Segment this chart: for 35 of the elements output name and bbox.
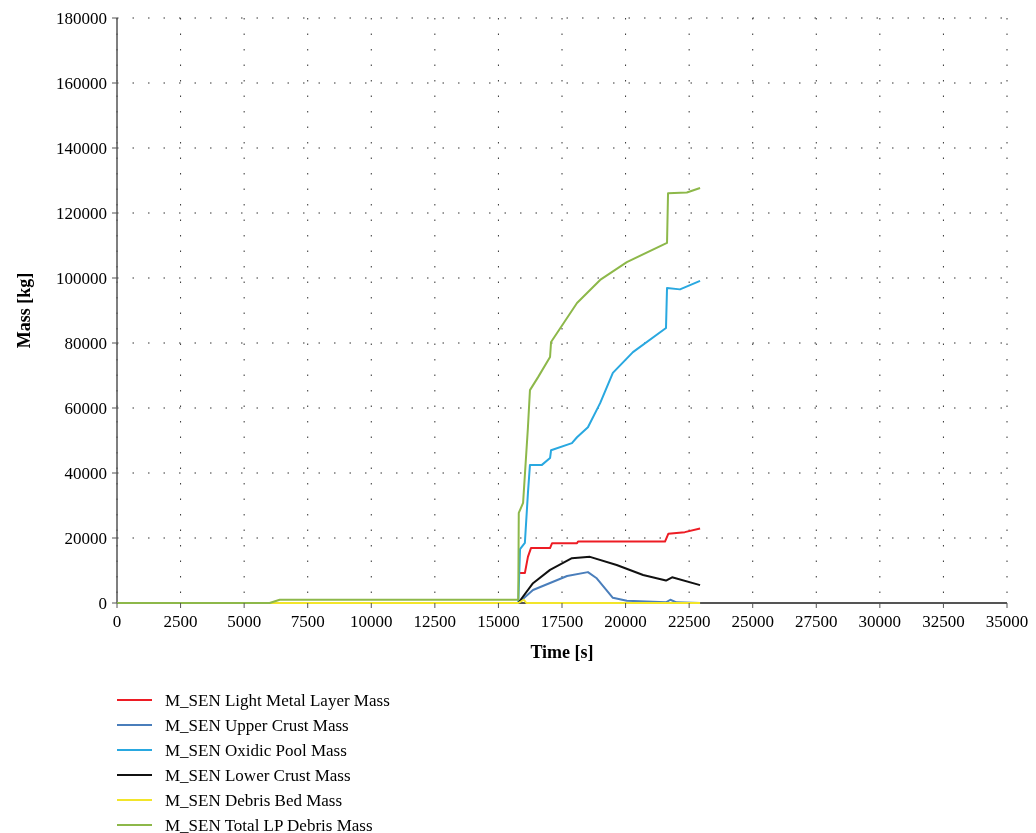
x-tick-label: 5000 xyxy=(227,612,262,631)
y-axis-title: Mass [kg] xyxy=(14,272,34,349)
x-tick-label: 10000 xyxy=(350,612,393,631)
y-tick-label: 40000 xyxy=(64,464,107,483)
x-tick-label: 22500 xyxy=(667,612,711,631)
y-tick-label: 20000 xyxy=(64,529,107,548)
x-tick-label: 0 xyxy=(112,612,122,631)
x-tick-label: 25000 xyxy=(731,612,774,631)
x-tick-label: 2500 xyxy=(163,612,198,631)
y-tick-label: 60000 xyxy=(64,399,107,418)
x-tick-label: 30000 xyxy=(858,612,902,631)
y-tick-label: 80000 xyxy=(64,334,107,353)
x-tick-label: 27500 xyxy=(795,612,838,631)
y-tick-label: 180000 xyxy=(56,9,107,28)
y-tick-label: 0 xyxy=(98,594,107,613)
line-series xyxy=(116,186,702,604)
x-tick-label: 32500 xyxy=(922,612,965,631)
legend-label: M_SEN Upper Crust Mass xyxy=(165,716,349,735)
line-series xyxy=(517,527,702,575)
x-tick-label: 17500 xyxy=(540,612,584,631)
x-tick-label: 7500 xyxy=(290,612,325,631)
legend-label: M_SEN Debris Bed Mass xyxy=(165,791,343,810)
x-tick-label: 12500 xyxy=(413,612,457,631)
x-tick-label: 35000 xyxy=(985,612,1029,631)
y-tick-label: 160000 xyxy=(56,74,107,93)
legend-label: M_SEN Total LP Debris Mass xyxy=(165,816,373,833)
legend-label: M_SEN Oxidic Pool Mass xyxy=(165,741,347,760)
x-tick-label: 15000 xyxy=(477,612,520,631)
y-tick-label: 100000 xyxy=(56,269,107,288)
y-tick-label: 140000 xyxy=(56,139,107,158)
legend-label: M_SEN Light Metal Layer Mass xyxy=(165,691,390,710)
y-tick-label: 120000 xyxy=(56,204,107,223)
x-axis-title: Time [s] xyxy=(530,642,594,662)
x-tick-label: 20000 xyxy=(604,612,647,631)
legend-label: M_SEN Lower Crust Mass xyxy=(165,766,351,785)
